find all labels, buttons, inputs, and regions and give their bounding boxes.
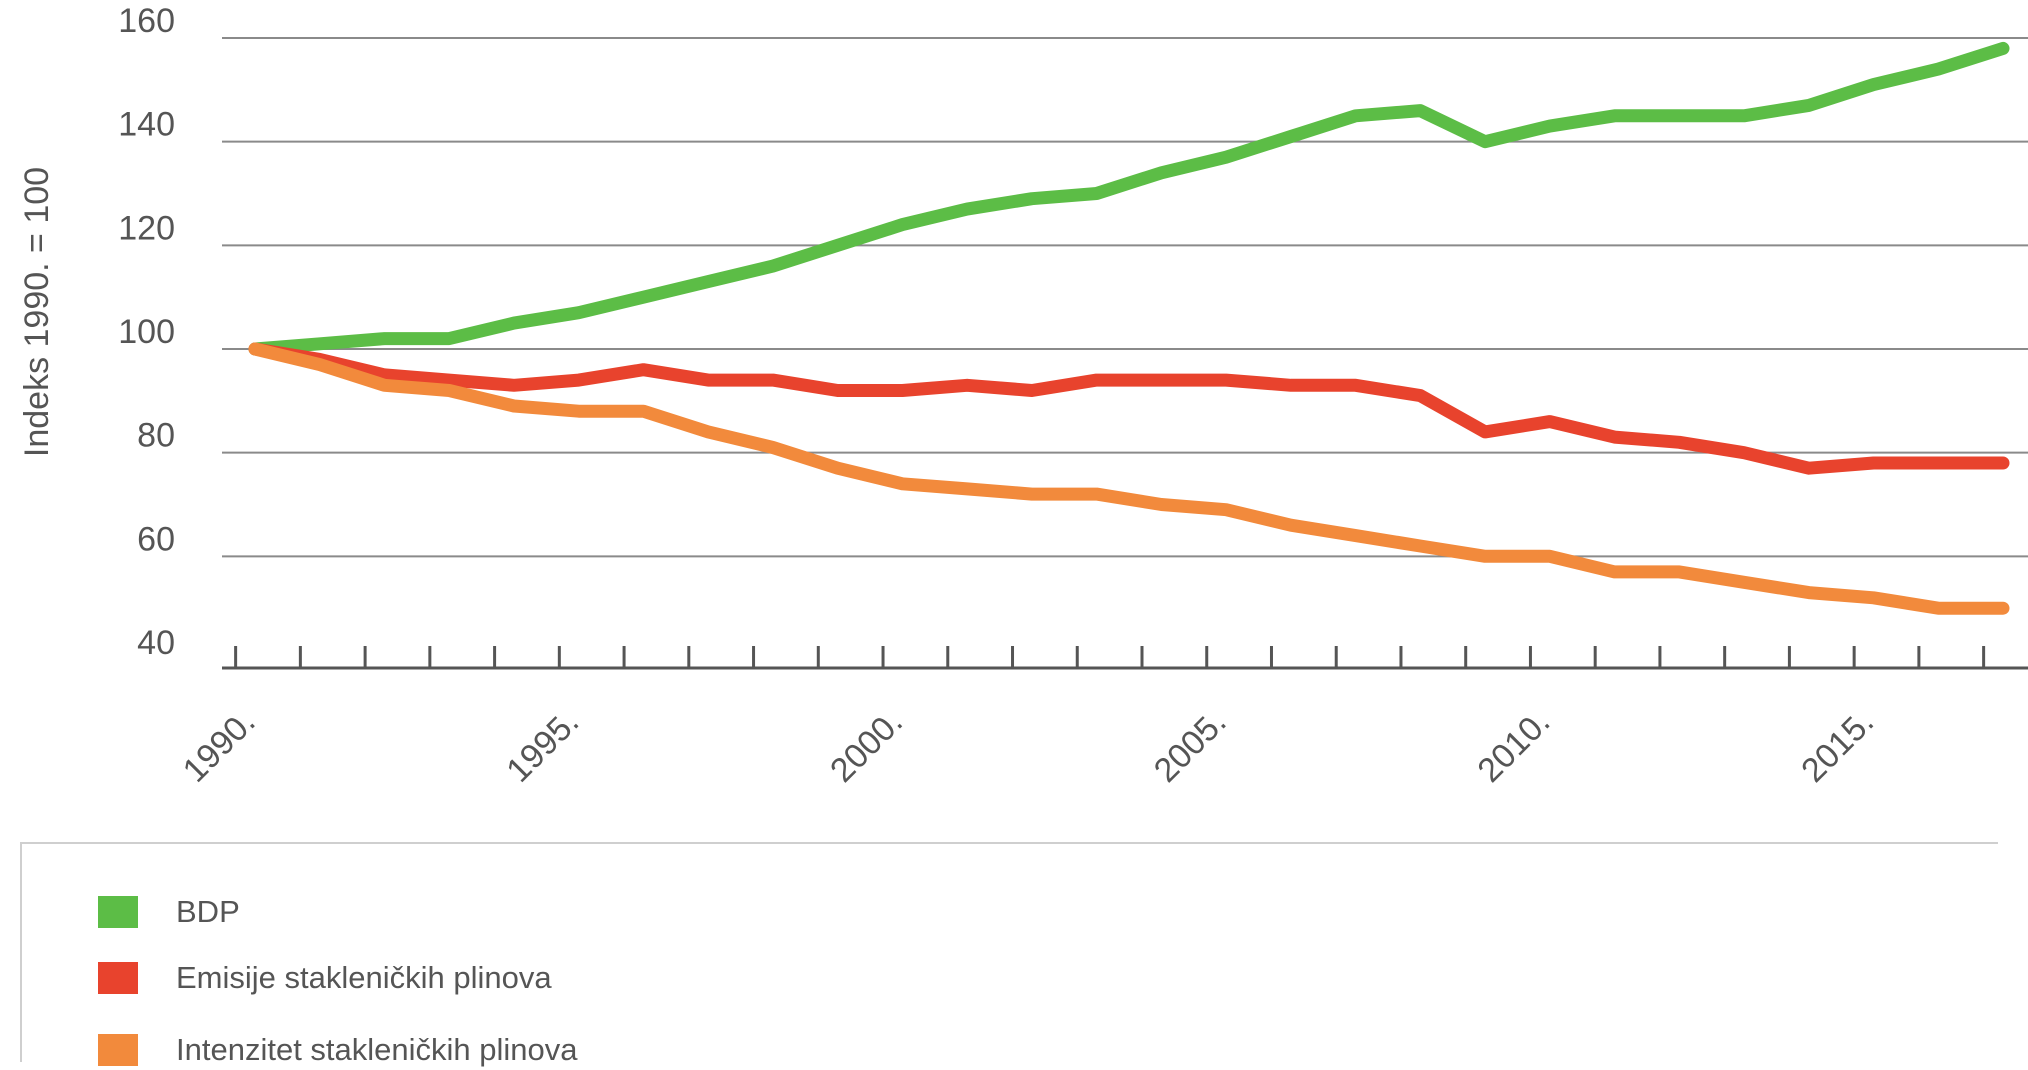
y-tick-label: 120 bbox=[118, 209, 175, 247]
x-tick-label: 1990. bbox=[176, 703, 263, 790]
series-line-0 bbox=[248, 41, 2010, 356]
x-tick-label: 2015. bbox=[1794, 703, 1881, 790]
y-axis-ticks: 40 60 80 100 120 140 160 bbox=[118, 2, 175, 662]
y-tick-label: 60 bbox=[137, 520, 175, 558]
gridlines bbox=[222, 37, 2028, 558]
x-tick-label: 2010. bbox=[1470, 703, 1557, 790]
x-tick-label: 2000. bbox=[823, 703, 910, 790]
series-line-1 bbox=[248, 342, 2010, 475]
legend: BDP Emisije stakleničkih plinova Intenzi… bbox=[20, 842, 1998, 1067]
y-axis-label: Indeks 1990. = 100 bbox=[18, 167, 56, 457]
y-tick-label: 140 bbox=[118, 106, 175, 144]
legend-swatch-emisije bbox=[98, 962, 138, 994]
y-tick-label: 80 bbox=[137, 417, 175, 455]
line-chart: 40 60 80 100 120 140 160 1990. 1995. 2000. 2005. 2… bbox=[18, 2, 2028, 790]
legend-label-bdp: BDP bbox=[176, 894, 240, 929]
legend-swatch-bdp bbox=[98, 896, 138, 928]
legend-item-intenzitet: Intenzitet stakleničkih plinova bbox=[98, 1030, 578, 1070]
legend-item-bdp: BDP bbox=[98, 892, 240, 932]
y-tick-label: 40 bbox=[137, 624, 175, 662]
y-tick-label: 160 bbox=[118, 2, 175, 40]
legend-label-intenzitet: Intenzitet stakleničkih plinova bbox=[176, 1032, 578, 1067]
legend-item-emisije: Emisije stakleničkih plinova bbox=[98, 958, 552, 998]
x-tick-label: 1995. bbox=[499, 703, 586, 790]
x-tick-label: 2005. bbox=[1147, 703, 1234, 790]
legend-swatch-intenzitet bbox=[98, 1034, 138, 1066]
y-tick-label: 100 bbox=[118, 313, 175, 351]
legend-label-emisije: Emisije stakleničkih plinova bbox=[176, 960, 552, 995]
x-axis: 1990. 1995. 2000. 2005. 2010. 2015. bbox=[176, 646, 2028, 790]
series-line-2 bbox=[248, 342, 2010, 615]
series-lines bbox=[248, 41, 2010, 615]
